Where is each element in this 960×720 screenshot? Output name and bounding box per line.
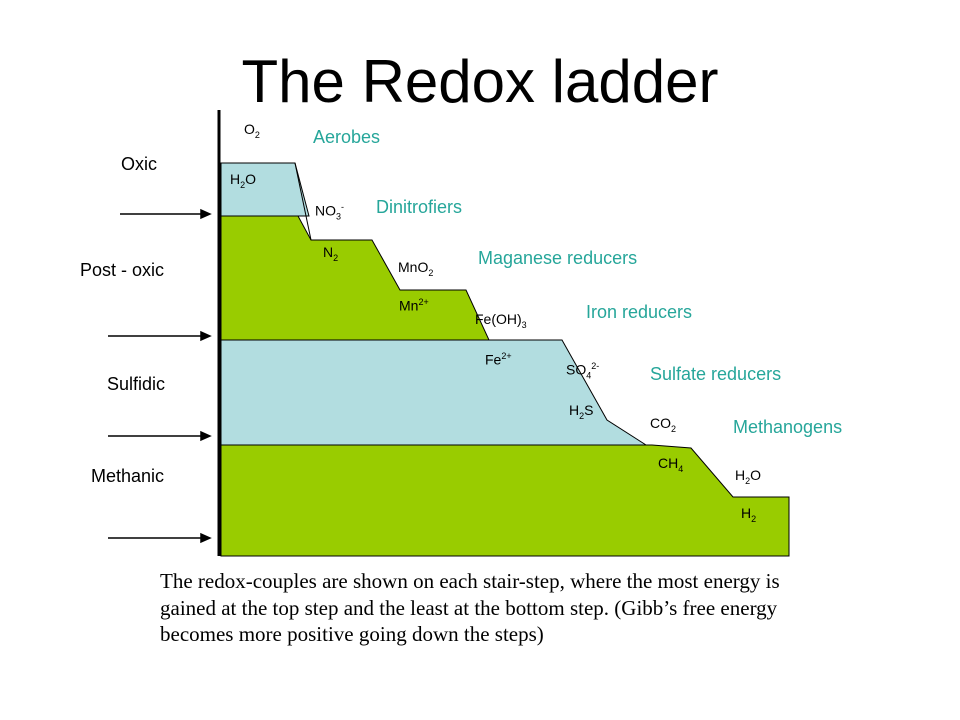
zone-arrow [108,330,212,342]
oxidant-label: O2 [244,121,260,140]
organism-label-iron-reducers: Iron reducers [586,302,693,322]
caption-text: The redox-couples are shown on each stai… [160,569,780,647]
oxidant-label: NO3- [315,202,345,222]
organism-label-methanogens: Methanogens [733,417,843,437]
zone-label-methanic: Methanic [91,466,165,486]
reductant-label: Fe2+ [485,351,512,368]
reductant-label: CH4 [658,455,684,474]
reductant-label: H2 [741,505,757,524]
zone-label-sulfidic: Sulfidic [107,374,166,394]
organism-label-dinitrofiers: Dinitrofiers [376,197,463,217]
reductant-label: H2S [569,402,594,421]
ladder-band-post-oxic [220,215,490,341]
oxidant-label: CO2 [650,415,677,434]
zone-label-oxic: Oxic [121,154,157,174]
slide-title: The Redox ladder [241,48,719,115]
organism-label-aerobes: Aerobes [313,127,381,147]
ladder-band-methanic [220,444,790,557]
oxidant-label: SO42- [566,361,600,381]
reductant-label: Mn2+ [399,297,429,314]
zone-arrow [120,208,212,220]
reductant-label: H2O [230,171,257,190]
zone-arrow [108,532,212,544]
zone-label-post-oxic: Post - oxic [80,260,165,280]
organism-label-sulfate-reducers: Sulfate reducers [650,364,782,384]
organism-label-manganese-reducers: Maganese reducers [478,248,638,268]
oxidant-label: MnO2 [398,259,434,278]
ladder-band-sulfidic [220,339,648,446]
oxidant-label: H2O [735,467,762,486]
oxidant-label: Fe(OH)3 [475,311,527,330]
reductant-label: N2 [323,244,339,263]
ladder-edge [294,162,312,241]
ladder-band-oxic [220,162,310,217]
zone-arrow [108,430,212,442]
